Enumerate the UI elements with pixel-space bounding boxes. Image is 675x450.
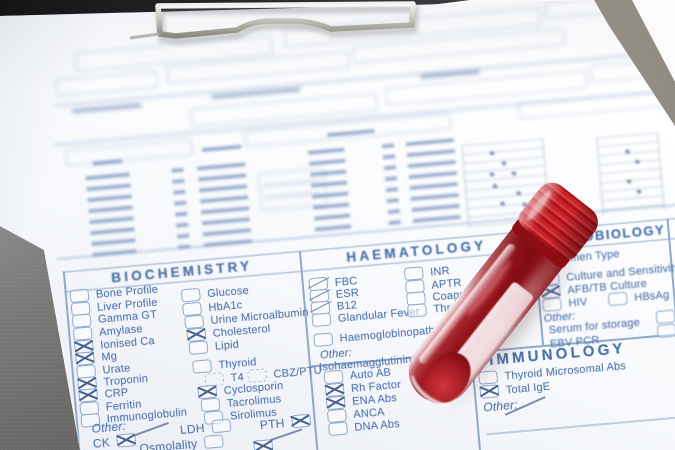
checkbox-thyroid[interactable]: [192, 359, 213, 374]
checkbox-haemoglobinopathy[interactable]: [313, 332, 334, 348]
checkbox-osmolality[interactable]: [203, 434, 224, 449]
checkbox-serum-storage[interactable]: [655, 309, 675, 325]
immunology-rule: [486, 411, 675, 435]
label-hiv: HIV: [567, 295, 588, 310]
label-pth: PTH: [259, 415, 286, 432]
checkbox-ebv-pcr[interactable]: [656, 323, 675, 339]
biochem-other-label: Other:: [90, 418, 127, 436]
label-mg: Mg: [100, 349, 118, 364]
label-lipid: Lipid: [214, 338, 240, 353]
label-glucose: Glucose: [206, 284, 250, 300]
label-dna-abs: DNA Abs: [353, 417, 401, 434]
checkbox-ldh[interactable]: [210, 418, 232, 434]
label-osmolality: Osmolality: [138, 436, 198, 450]
checkbox-thrombophilia[interactable]: [407, 303, 428, 318]
checkbox-glandular-fever[interactable]: [311, 312, 332, 328]
checkbox-glucose[interactable]: [180, 287, 201, 303]
checkbox-lipid[interactable]: [188, 340, 209, 355]
label-hbsag: HBsAg: [633, 288, 670, 304]
label-cbz-ptu: CBZ/PTU: [273, 363, 323, 381]
checkbox-dna-abs[interactable]: [328, 421, 349, 437]
pen-mark-ck: [130, 421, 169, 438]
label-ldh: LDH: [179, 420, 206, 437]
label-ck: CK: [92, 434, 111, 450]
checkbox-hbsag[interactable]: [607, 291, 628, 307]
label-ionised-ca: Ionised Ca: [99, 334, 156, 352]
label-inr: INR: [429, 264, 451, 279]
label-total-ige: Total IgE: [505, 380, 551, 396]
checkbox-pth[interactable]: [290, 413, 311, 429]
